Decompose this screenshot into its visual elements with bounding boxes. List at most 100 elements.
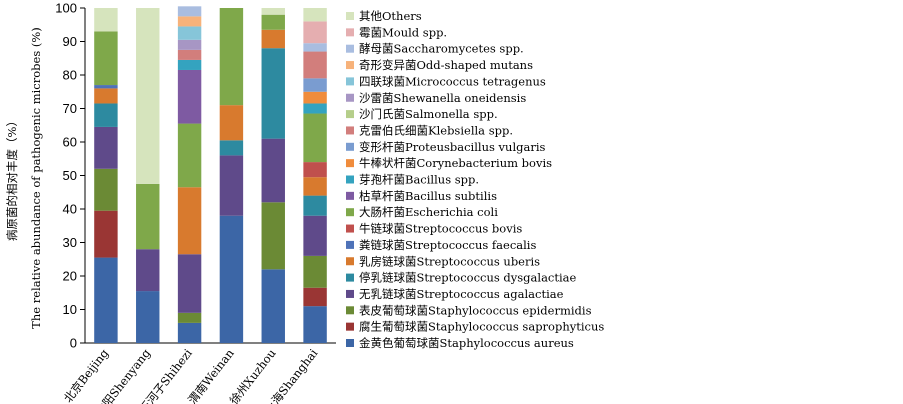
bar-segment [177, 254, 202, 313]
legend-swatch [346, 110, 354, 119]
bar-segment [219, 215, 244, 343]
bar-segment [261, 8, 285, 15]
legend-swatch [346, 44, 354, 53]
legend-swatch [346, 224, 354, 233]
legend-label: 四联球菌Micrococcus tetragenus [359, 74, 546, 88]
bar-segment [261, 48, 285, 139]
legend-swatch [346, 208, 354, 217]
y-tick-label: 80 [63, 68, 77, 83]
legend-swatch [346, 126, 354, 135]
legend-label: 奇形变异菌Odd-shaped mutans [359, 58, 533, 72]
y-tick-label: 70 [63, 101, 77, 116]
legend-label: 腐生葡萄球菌Staphylococcus saprophyticus [359, 320, 604, 334]
y-tick-label: 90 [63, 34, 77, 49]
y-tick-label: 100 [55, 1, 77, 16]
bar-segment [177, 26, 202, 40]
bar-segment [94, 88, 118, 104]
legend-swatch [346, 273, 354, 282]
bar-segment [177, 322, 202, 343]
legend-label: 枯草杆菌Bacillus subtilis [359, 189, 497, 203]
x-axis: 北京Beijing沈阳Shenyang石河子Shihezi渭南Weinan徐州X… [61, 342, 336, 404]
bar-segment [261, 202, 285, 270]
legend-label: 沙雷菌Shewanella oneidensis [359, 91, 526, 105]
bar-segment [261, 14, 285, 30]
legend-label: 金黄色葡萄球菌Staphylococcus aureus [359, 336, 574, 350]
bar-segment [261, 29, 285, 49]
legend-swatch [346, 12, 354, 20]
bar-segment [303, 287, 327, 307]
legend-swatch [346, 339, 354, 347]
bar-segment [136, 8, 160, 184]
bar-segment [303, 306, 327, 343]
bar-segment [177, 312, 202, 323]
legend-swatch [346, 322, 354, 331]
legend-swatch [346, 175, 354, 184]
bar-segment [261, 138, 285, 203]
legend-swatch [346, 306, 354, 315]
legend-label: 酵母菌Saccharomycetes spp. [359, 42, 524, 56]
bar-segment [303, 21, 327, 44]
legend-label: 大肠杆菌Escherichia coli [359, 205, 498, 219]
bar-segment [303, 78, 327, 92]
legend-swatch [346, 289, 354, 298]
bar-segment [303, 51, 327, 79]
bar-segment [136, 249, 160, 292]
y-tick-label: 60 [63, 135, 77, 150]
legend-label: 粪链球菌Streptococcus faecalis [359, 238, 536, 252]
legend: 其他Others 霉菌Mould spp. 酵母菌Saccharomycetes s… [346, 9, 604, 350]
y-tick-label: 40 [63, 202, 77, 217]
bar-segment [303, 103, 327, 114]
legend-label: 霉菌Mould spp. [359, 25, 447, 39]
legend-label: 沙门氏菌Salmonella spp. [359, 107, 498, 121]
y-axis-title-en: The relative abundance of pathogenic mic… [29, 27, 43, 329]
bar-segment [303, 177, 327, 196]
bar-segment [94, 168, 118, 211]
legend-swatch [346, 77, 354, 86]
legend-label: 牛棒状杆菌Corynebacterium bovis [359, 156, 552, 170]
bar-segment [219, 105, 244, 141]
y-axis: 0 10 20 30 40 50 60 70 80 90 100 [55, 1, 86, 351]
y-tick-label: 20 [63, 269, 77, 284]
legend-swatch [346, 142, 354, 151]
bar-segment [94, 257, 118, 343]
legend-swatch [346, 257, 354, 266]
bars [94, 6, 327, 343]
bar-segment [219, 8, 244, 106]
bar-segment [177, 59, 202, 70]
bar-segment [303, 162, 327, 178]
legend-swatch [346, 240, 354, 249]
bar-segment [303, 91, 327, 104]
bar-segment [94, 210, 118, 258]
legend-label: 芽孢杆菌Bacillus spp. [359, 173, 479, 187]
y-axis-title-cn: 病原菌的相对丰度（%） [5, 115, 19, 241]
bar-segment [177, 69, 202, 124]
bar-segment [94, 103, 118, 127]
bar-segment [94, 8, 118, 32]
bar-segment [136, 291, 160, 343]
legend-label: 停乳链球菌Streptococcus dysgalactiae [359, 271, 577, 285]
bar-segment [303, 215, 327, 256]
legend-swatch [346, 159, 354, 168]
legend-swatch [346, 28, 354, 37]
legend-label: 变形杆菌Proteusbacillus vulgaris [359, 140, 546, 154]
legend-swatch [346, 191, 354, 200]
bar-segment [94, 126, 118, 169]
y-tick-label: 30 [63, 235, 77, 250]
bar-segment [177, 49, 202, 60]
legend-swatch [346, 93, 354, 102]
bar-segment [177, 39, 202, 50]
legend-label: 无乳链球菌Streptococcus agalactiae [359, 287, 564, 301]
bar-segment [94, 85, 118, 89]
legend-label: 牛链球菌Streptococcus bovis [359, 222, 522, 236]
bar-segment [94, 31, 118, 86]
bar-segment [219, 155, 244, 216]
bar-segment [177, 6, 202, 17]
bar-segment [303, 43, 327, 52]
y-tick-label: 50 [63, 168, 77, 183]
y-tick-label: 0 [70, 336, 77, 351]
bar-segment [303, 113, 327, 163]
bar-segment [261, 269, 285, 343]
bar-segment [303, 255, 327, 288]
bar-segment [136, 183, 160, 250]
